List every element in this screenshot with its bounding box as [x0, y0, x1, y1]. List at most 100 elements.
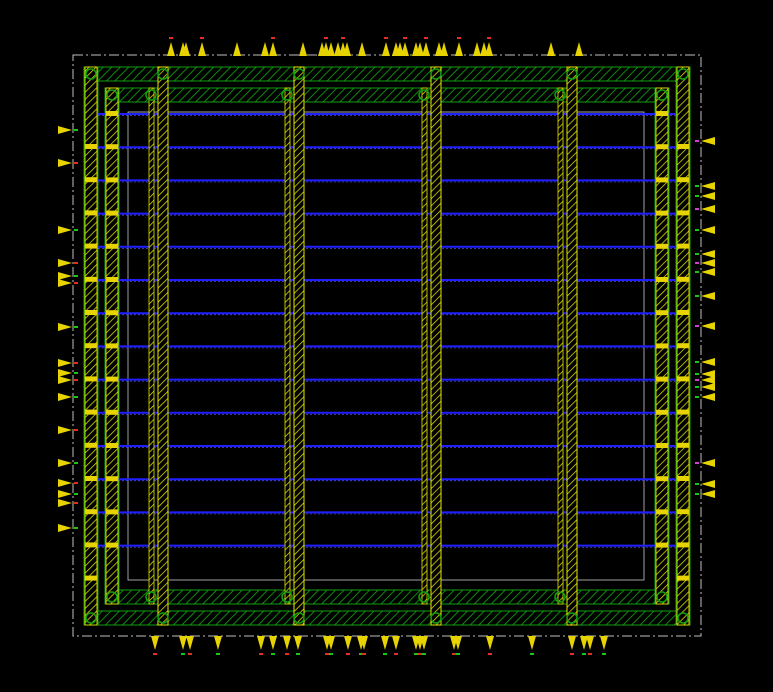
- io-pin-marker: [570, 653, 574, 655]
- io-pin-marker: [582, 653, 586, 655]
- ring-via-outer: [677, 509, 689, 515]
- io-pin: [701, 250, 715, 258]
- io-pin-marker: [74, 482, 78, 484]
- io-pin: [344, 636, 352, 650]
- io-pin-marker: [487, 37, 491, 39]
- io-pin: [701, 182, 715, 190]
- io-pin: [568, 636, 576, 650]
- io-pin-marker: [422, 653, 426, 655]
- io-pin: [422, 42, 430, 56]
- io-pin: [528, 636, 536, 650]
- ring-via-inner: [106, 476, 118, 482]
- io-pin-marker: [452, 653, 456, 655]
- io-pin-marker: [74, 262, 78, 264]
- ring-via-inner: [656, 509, 668, 515]
- ring-via-outer: [85, 310, 97, 315]
- io-pin: [701, 292, 715, 300]
- io-pin: [198, 42, 206, 56]
- ring-via-inner: [656, 343, 668, 349]
- ring-via-outer: [85, 243, 97, 249]
- io-pin-marker: [488, 653, 492, 655]
- ring-via-inner: [106, 542, 118, 548]
- ring-via-inner: [106, 509, 118, 515]
- io-pin-marker: [74, 396, 78, 398]
- io-pin: [58, 393, 72, 401]
- io-pin-marker: [695, 325, 699, 327]
- io-pin: [167, 42, 175, 56]
- io-pin-marker: [457, 37, 461, 39]
- io-pin-marker: [588, 653, 592, 655]
- io-pin-marker: [74, 502, 78, 504]
- io-pin: [58, 226, 72, 234]
- io-pin-marker: [695, 185, 699, 187]
- io-pin-marker: [325, 653, 329, 655]
- io-pins: [58, 37, 715, 655]
- io-pin-marker: [695, 208, 699, 210]
- power-stripe-secondary: [284, 87, 291, 605]
- io-pin: [58, 426, 72, 434]
- io-pin-marker: [695, 386, 699, 388]
- io-pin: [701, 490, 715, 498]
- ring-via: [85, 612, 97, 624]
- ring-via-outer: [677, 210, 689, 216]
- io-pin: [392, 636, 400, 650]
- io-pin: [294, 636, 302, 650]
- power-stripe: [293, 66, 305, 626]
- io-pin: [58, 323, 72, 331]
- io-pin-marker: [74, 362, 78, 364]
- io-pin-marker: [695, 373, 699, 375]
- io-pin-marker: [418, 653, 422, 655]
- ring-via-outer: [85, 376, 97, 382]
- ring-via: [566, 68, 578, 80]
- io-pin: [701, 259, 715, 267]
- io-pin: [586, 636, 594, 650]
- io-pin: [58, 524, 72, 532]
- io-pin-marker: [74, 229, 78, 231]
- ring-via-inner: [656, 409, 668, 415]
- io-pin-marker: [74, 527, 78, 529]
- io-pin-marker: [181, 653, 185, 655]
- power-stripe-secondary: [148, 87, 155, 605]
- io-pin-marker: [424, 37, 428, 39]
- io-pin: [58, 479, 72, 487]
- ring-via: [656, 591, 668, 603]
- io-pin-marker: [695, 379, 699, 381]
- ring-via-inner: [656, 443, 668, 448]
- io-pin: [182, 42, 190, 56]
- power-stripe: [157, 66, 169, 626]
- io-pin-marker: [74, 129, 78, 131]
- io-pin: [58, 159, 72, 167]
- ring-via: [293, 68, 305, 80]
- ring-via: [85, 68, 97, 80]
- ring-via-outer: [677, 575, 689, 581]
- ring-via-outer: [677, 442, 689, 448]
- io-pin-marker: [271, 653, 275, 655]
- io-pin-marker: [695, 140, 699, 142]
- ring-via-inner: [656, 310, 668, 316]
- io-pin-marker: [414, 653, 418, 655]
- ring-via: [293, 612, 305, 624]
- ring-row-vias: [85, 111, 689, 581]
- signal-net-rows: [98, 113, 676, 548]
- ring-via-outer: [85, 210, 97, 216]
- ring-via: [157, 68, 169, 80]
- io-pin-marker: [74, 429, 78, 431]
- io-pin: [701, 226, 715, 234]
- io-pin-marker: [341, 37, 345, 39]
- io-pin-marker: [74, 326, 78, 328]
- io-pin: [269, 636, 277, 650]
- io-pin: [186, 636, 194, 650]
- ring-via-outer: [677, 376, 689, 382]
- ring-via: [106, 591, 118, 603]
- ring-via: [554, 591, 566, 603]
- io-pin-marker: [346, 653, 350, 655]
- io-pin: [58, 376, 72, 384]
- io-pin-marker: [188, 653, 192, 655]
- io-pin-marker: [74, 162, 78, 164]
- ring-via-inner: [106, 310, 118, 316]
- ring-via-outer: [677, 276, 689, 282]
- ring-via: [418, 89, 430, 101]
- ring-via: [281, 89, 293, 101]
- io-pin: [575, 42, 583, 56]
